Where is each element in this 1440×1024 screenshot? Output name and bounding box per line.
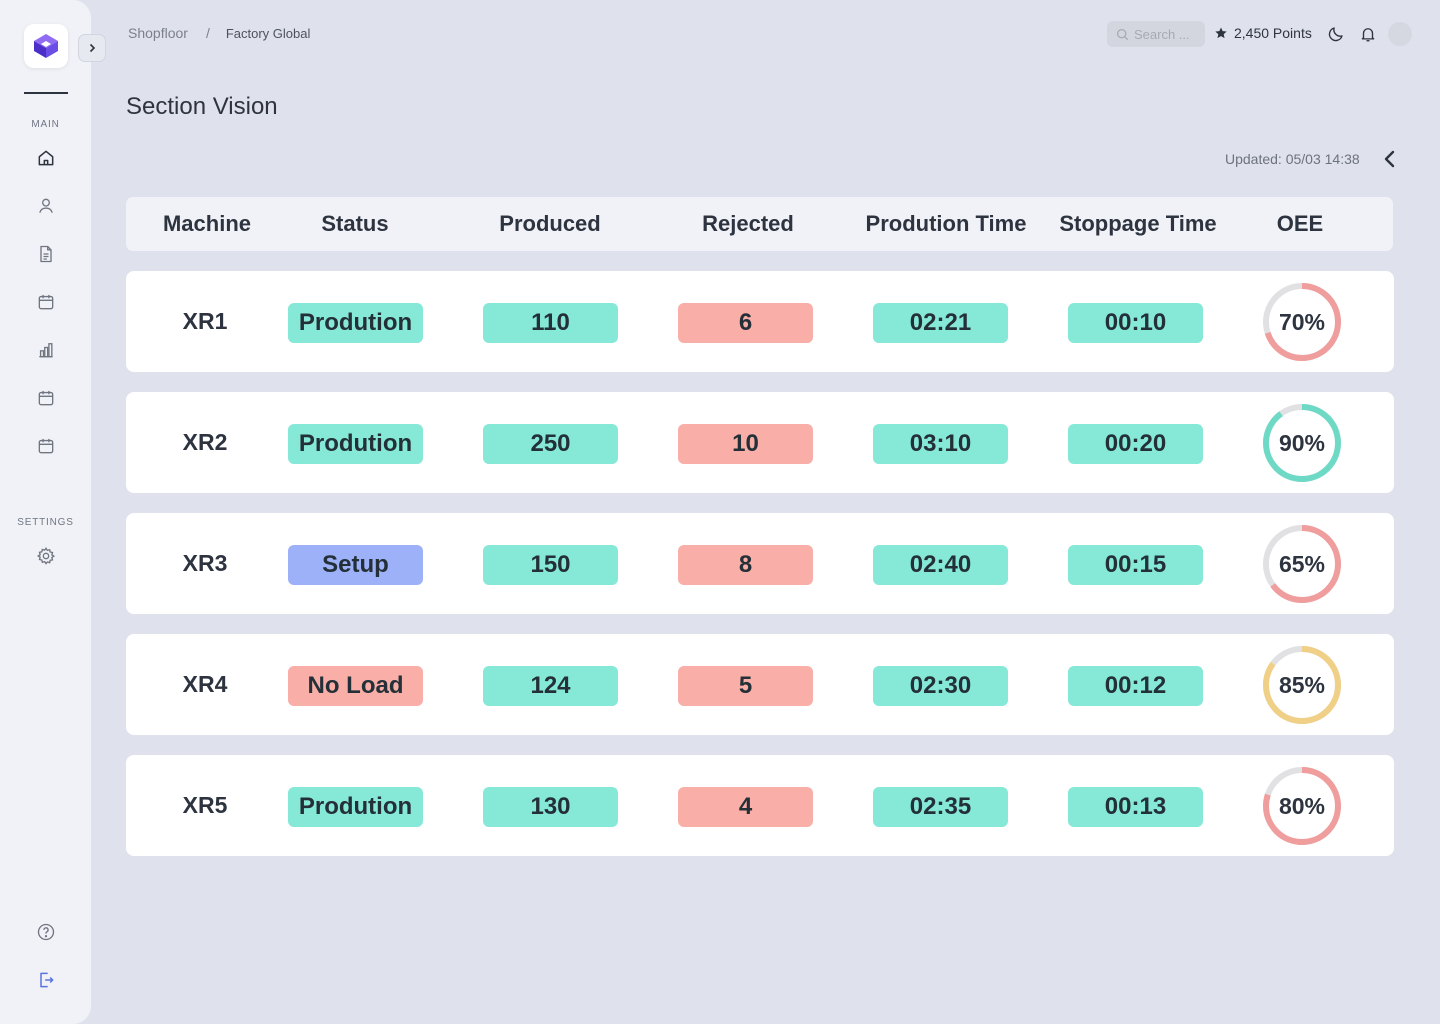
column-header-oee[interactable]: OEE: [1276, 211, 1324, 236]
oee-value: 80%: [1278, 793, 1326, 819]
help-icon[interactable]: [34, 920, 58, 944]
points-display: 2,450 Points: [1214, 25, 1312, 41]
breadcrumb-item-current: Factory Global: [225, 25, 311, 41]
user-icon[interactable]: [34, 194, 58, 218]
status-badge: Setup: [288, 545, 423, 585]
updated-timestamp: Updated: 05/03 14:38: [1225, 151, 1360, 167]
oee-value: 70%: [1278, 309, 1326, 335]
table-row[interactable]: XR4 No Load 124 5 02:30 00:12 85%: [126, 634, 1394, 735]
calendar-icon[interactable]: [34, 290, 58, 314]
column-header-stoppage-time[interactable]: Stoppage Time: [1059, 211, 1217, 236]
production-time-value: 03:10: [873, 424, 1008, 464]
status-badge: Prodution: [288, 787, 423, 827]
bell-icon[interactable]: [1358, 24, 1378, 44]
column-header-status[interactable]: Status: [321, 211, 389, 236]
table-row[interactable]: XR3 Setup 150 8 02:40 00:15 65%: [126, 513, 1394, 614]
cube-logo-icon[interactable]: [24, 24, 68, 68]
machine-name: XR2: [182, 429, 228, 455]
rejected-value: 6: [678, 303, 813, 343]
rejected-value: 5: [678, 666, 813, 706]
column-header-production-time[interactable]: Prodution Time: [865, 211, 1027, 236]
chevron-right-icon: [89, 43, 96, 53]
column-header-produced[interactable]: Produced: [499, 211, 601, 236]
star-icon: [1214, 26, 1228, 40]
rejected-value: 8: [678, 545, 813, 585]
oee-gauge: 85%: [1261, 644, 1343, 726]
table-header: Machine Status Produced Rejected Produti…: [126, 197, 1393, 251]
production-time-value: 02:35: [873, 787, 1008, 827]
machine-name: XR3: [182, 550, 228, 576]
oee-ring-progress: [1263, 404, 1341, 482]
oee-value: 85%: [1278, 672, 1326, 698]
oee-ring: [1263, 525, 1341, 603]
oee-value: 65%: [1278, 551, 1326, 577]
produced-value: 110: [483, 303, 618, 343]
oee-ring: [1263, 404, 1341, 482]
logout-icon[interactable]: [34, 968, 58, 992]
produced-value: 150: [483, 545, 618, 585]
status-badge: Prodution: [288, 303, 423, 343]
production-time-value: 02:40: [873, 545, 1008, 585]
search-icon: [1116, 28, 1129, 40]
status-badge: Prodution: [288, 424, 423, 464]
oee-ring-progress: [1263, 525, 1341, 603]
breadcrumb: Shopfloor / Factory Global: [128, 25, 310, 41]
stoppage-time-value: 00:13: [1068, 787, 1203, 827]
produced-value: 130: [483, 787, 618, 827]
calendar-icon[interactable]: [34, 434, 58, 458]
machine-name: XR4: [182, 671, 228, 697]
produced-value: 250: [483, 424, 618, 464]
back-button[interactable]: [1380, 148, 1400, 170]
oee-gauge: 90%: [1261, 402, 1343, 484]
moon-icon[interactable]: [1326, 24, 1346, 44]
oee-gauge: 70%: [1261, 281, 1343, 363]
avatar[interactable]: [1388, 22, 1412, 46]
production-time-value: 02:30: [873, 666, 1008, 706]
rejected-value: 4: [678, 787, 813, 827]
rejected-value: 10: [678, 424, 813, 464]
document-icon[interactable]: [34, 242, 58, 266]
page-title: Section Vision: [126, 93, 278, 120]
table-row[interactable]: XR5 Prodution 130 4 02:35 00:13 80%: [126, 755, 1394, 856]
oee-gauge: 65%: [1261, 523, 1343, 605]
machine-name: XR1: [182, 308, 228, 334]
points-label: 2,450 Points: [1234, 25, 1312, 41]
production-time-value: 02:21: [873, 303, 1008, 343]
column-header-machine[interactable]: Machine: [162, 211, 252, 236]
oee-ring: [1263, 767, 1341, 845]
oee-ring: [1263, 646, 1341, 724]
stoppage-time-value: 00:10: [1068, 303, 1203, 343]
main-section-label: MAIN: [31, 119, 60, 130]
table-row[interactable]: XR2 Prodution 250 10 03:10 00:20 90%: [126, 392, 1394, 493]
oee-ring-progress: [1263, 283, 1341, 361]
bar-chart-icon[interactable]: [34, 338, 58, 362]
oee-ring-progress: [1263, 646, 1341, 724]
stoppage-time-value: 00:15: [1068, 545, 1203, 585]
collapse-sidebar-button[interactable]: [78, 34, 106, 62]
breadcrumb-separator: /: [205, 25, 210, 41]
sidebar-divider: [24, 92, 68, 94]
settings-section-label: SETTINGS: [17, 517, 74, 528]
table-row[interactable]: XR1 Prodution 110 6 02:21 00:10 70%: [126, 271, 1394, 372]
oee-gauge: 80%: [1261, 765, 1343, 847]
status-badge: No Load: [288, 666, 423, 706]
sidebar: MAIN SETTINGS: [0, 0, 91, 1024]
calendar-icon[interactable]: [34, 386, 58, 410]
oee-value: 90%: [1278, 430, 1326, 456]
oee-ring: [1263, 283, 1341, 361]
stoppage-time-value: 00:20: [1068, 424, 1203, 464]
home-icon[interactable]: [34, 146, 58, 170]
oee-ring-progress: [1263, 767, 1341, 845]
stoppage-time-value: 00:12: [1068, 666, 1203, 706]
chevron-left-icon: [1384, 150, 1395, 168]
gear-icon[interactable]: [34, 544, 58, 568]
search-box[interactable]: [1107, 21, 1205, 47]
column-header-rejected[interactable]: Rejected: [702, 211, 794, 236]
search-input[interactable]: [1134, 26, 1204, 42]
breadcrumb-item-shopfloor[interactable]: Shopfloor: [128, 25, 188, 41]
machine-name: XR5: [182, 792, 228, 818]
produced-value: 124: [483, 666, 618, 706]
